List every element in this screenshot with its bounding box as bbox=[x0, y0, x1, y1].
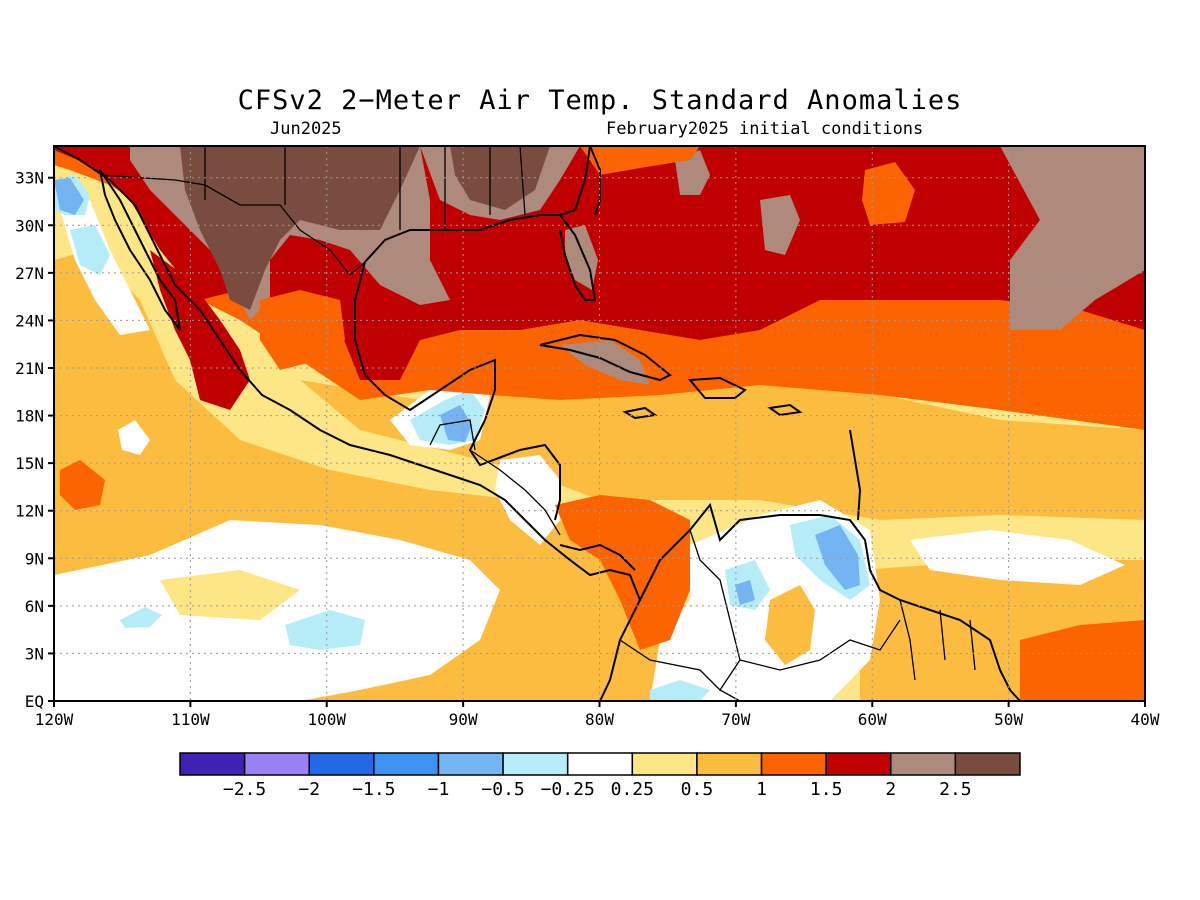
forecast-month: Jun2025 bbox=[270, 119, 342, 139]
colorbar-swatch bbox=[437, 752, 504, 776]
lat-tick-label: 21N bbox=[15, 359, 44, 378]
anomaly-fields bbox=[54, 146, 1145, 701]
lat-tick-label: 12N bbox=[15, 502, 44, 521]
latitude-labels: 33N 30N 27N 24N 21N 18N 15N 12N 9N 6N 3N EQ bbox=[15, 169, 54, 711]
lon-tick-label: 90W bbox=[449, 710, 478, 729]
colorbar-swatch bbox=[631, 752, 698, 776]
lon-tick-label: 60W bbox=[858, 710, 887, 729]
lon-tick-label: 80W bbox=[585, 710, 614, 729]
lat-tick-label: 33N bbox=[15, 169, 44, 188]
lat-tick-label: 27N bbox=[15, 264, 44, 283]
coastline-hispaniola bbox=[687, 376, 747, 399]
field-cyan-pacific-2 bbox=[120, 607, 162, 628]
field-orange-light-caribbean bbox=[300, 370, 1145, 520]
lat-tick-label: 30N bbox=[15, 216, 44, 235]
border-central-america bbox=[469, 449, 561, 536]
colorbar-swatch bbox=[696, 752, 763, 776]
colorbar-label: −2 bbox=[298, 779, 320, 800]
border-colombia-peru bbox=[619, 639, 721, 691]
lat-tick-label: 3N bbox=[25, 644, 44, 663]
field-brown-light-cuba bbox=[560, 340, 650, 385]
colorbar-swatch bbox=[954, 752, 1021, 776]
coastline-cuba bbox=[539, 333, 672, 382]
coastline-baja bbox=[99, 169, 181, 331]
colorbar-swatch bbox=[179, 752, 246, 776]
colorbar-swatch bbox=[502, 752, 569, 776]
colorbar-swatch bbox=[373, 752, 440, 776]
colorbar-label: 1 bbox=[756, 779, 767, 800]
border-venezuela-brazil bbox=[739, 619, 901, 671]
field-blue-yucatan bbox=[440, 405, 472, 442]
colorbar-label: 0.5 bbox=[681, 779, 714, 800]
lat-tick-label: 9N bbox=[25, 549, 44, 568]
field-cyan-amazon bbox=[650, 680, 710, 701]
field-brown-light-atlantic-1 bbox=[1000, 146, 1145, 330]
colorbar-swatch bbox=[890, 752, 957, 776]
field-cyan-pacific-1 bbox=[285, 610, 365, 650]
lat-tick-label: 15N bbox=[15, 454, 44, 473]
colorbar-swatch bbox=[760, 752, 827, 776]
field-white-central-america bbox=[495, 455, 560, 545]
colorbar-swatch bbox=[566, 752, 634, 776]
initial-conditions: February2025 initial conditions bbox=[606, 119, 924, 139]
field-brown-light-atlantic-3 bbox=[675, 150, 710, 195]
field-blue-baja bbox=[54, 178, 84, 215]
colorbar-label: −0.5 bbox=[481, 779, 524, 800]
colorbar-label: −1.5 bbox=[352, 779, 395, 800]
colorbar: −2.5 −2 −1.5 −1 −0.5 −0.25 0.25 0.5 1 1.5 2 2.5 bbox=[179, 752, 1021, 800]
colorbar-label: −1 bbox=[428, 779, 450, 800]
colorbar-swatch bbox=[825, 752, 892, 776]
field-red-mexico-west bbox=[150, 250, 250, 410]
colorbar-label: −2.5 bbox=[223, 779, 266, 800]
coastline-florida bbox=[559, 214, 597, 301]
field-orange-mexico-interior bbox=[260, 290, 345, 370]
coastline-lesser-antilles bbox=[849, 429, 862, 521]
border-mexico-guatemala bbox=[429, 419, 476, 451]
coastline-panama bbox=[559, 543, 636, 571]
field-blue-venezuela bbox=[815, 525, 860, 590]
lon-tick-label: 100W bbox=[307, 710, 346, 729]
field-yellow-pacific-lobe bbox=[160, 570, 300, 620]
colorbar-label: −0.25 bbox=[541, 779, 595, 800]
lon-tick-label: 40W bbox=[1131, 710, 1160, 729]
colorbar-label: 1.5 bbox=[810, 779, 843, 800]
lat-tick-label: 18N bbox=[15, 407, 44, 426]
graticule bbox=[54, 146, 1145, 701]
field-white-pacific bbox=[54, 520, 500, 701]
field-orange-venezuela-inner bbox=[765, 585, 815, 665]
longitude-labels: 120W 110W 100W 90W 80W 70W 60W 50W 40W bbox=[35, 701, 1160, 729]
political-borders bbox=[99, 146, 976, 701]
field-cyan-mexico-coast bbox=[70, 225, 110, 275]
map-title: CFSv2 2−Meter Air Temp. Standard Anomali… bbox=[237, 85, 963, 116]
colorbar-label: 2 bbox=[885, 779, 896, 800]
field-orange-southeast bbox=[1020, 620, 1145, 701]
colorbar-swatch bbox=[243, 752, 310, 776]
lon-tick-label: 70W bbox=[721, 710, 750, 729]
field-white-pacific-spot bbox=[118, 420, 150, 455]
border-guianas bbox=[899, 599, 976, 681]
field-white-atlantic bbox=[910, 530, 1125, 585]
field-brown-dark-mexico bbox=[180, 146, 420, 310]
coastline-north-america-pacific bbox=[54, 146, 642, 701]
colorbar-swatch bbox=[308, 752, 375, 776]
colorbar-label: 2.5 bbox=[939, 779, 972, 800]
lat-tick-label: EQ bbox=[25, 692, 44, 711]
field-orange-pacific bbox=[60, 460, 105, 510]
lon-tick-label: 50W bbox=[994, 710, 1023, 729]
field-orange-atlantic-north bbox=[580, 146, 700, 175]
lon-tick-label: 120W bbox=[35, 710, 74, 729]
field-blue-colombia bbox=[735, 580, 755, 605]
border-us-states bbox=[204, 146, 526, 230]
lon-tick-label: 110W bbox=[171, 710, 210, 729]
border-us-mexico bbox=[99, 174, 366, 276]
coastline-puerto-rico bbox=[767, 403, 803, 417]
colorbar-label: 0.25 bbox=[611, 779, 654, 800]
coastlines bbox=[54, 146, 1021, 701]
lat-tick-label: 6N bbox=[25, 597, 44, 616]
coastline-gulf-of-mexico bbox=[354, 146, 591, 521]
coastline-atlantic-us bbox=[589, 146, 601, 216]
lat-tick-label: 24N bbox=[15, 311, 44, 330]
coastline-south-america bbox=[639, 502, 1021, 701]
